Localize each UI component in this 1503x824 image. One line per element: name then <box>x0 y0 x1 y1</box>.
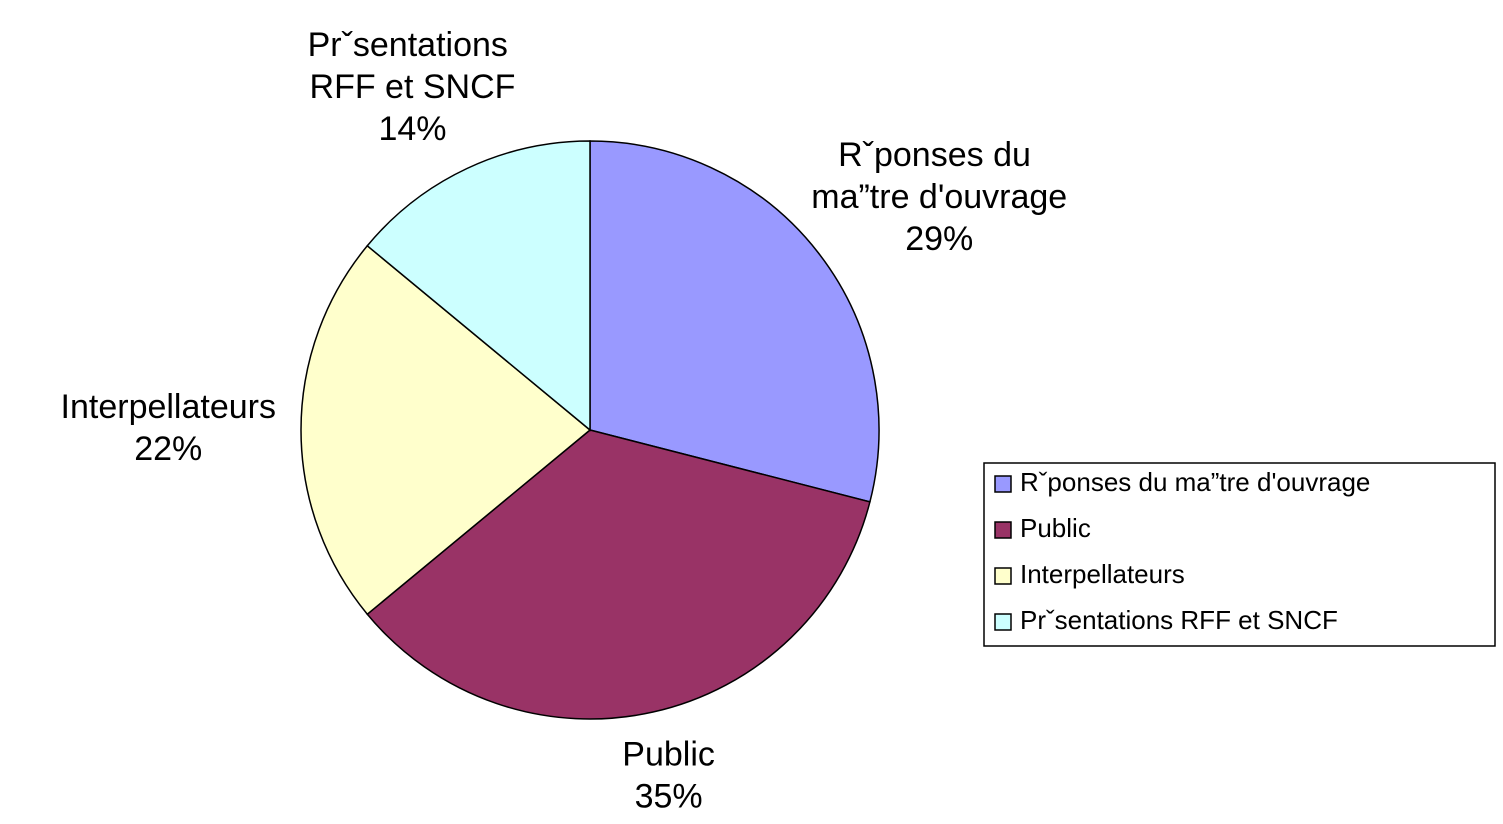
data-label-name: Rˇponses du ma”tre d'ouvrage <box>811 136 1067 216</box>
data-label: Prˇsentations RFF et SNCF 14% <box>308 26 518 148</box>
data-label: Public 35% <box>622 735 715 815</box>
data-label-value: 22% <box>134 430 202 468</box>
data-label-value: 29% <box>905 220 973 258</box>
legend-swatch <box>994 521 1012 539</box>
data-label-name: Prˇsentations RFF et SNCF <box>308 26 518 106</box>
data-label-name: Interpellateurs <box>61 388 276 426</box>
legend-label: Interpellateurs <box>1020 559 1185 589</box>
pie-slice <box>366 429 871 720</box>
data-label-value: 35% <box>635 777 703 815</box>
legend-swatch <box>994 567 1012 585</box>
legend-swatch <box>994 475 1012 493</box>
data-label-value: 14% <box>378 110 446 148</box>
pie-slice <box>366 140 591 432</box>
legend-label: Prˇsentations RFF et SNCF <box>1020 605 1338 635</box>
legend-swatch <box>994 613 1012 631</box>
data-label: Rˇponses du ma”tre d'ouvrage 29% <box>811 136 1067 258</box>
legend-label: Rˇponses du ma”tre d'ouvrage <box>1020 467 1370 497</box>
data-label: Interpellateurs 22% <box>61 388 276 468</box>
pie-slice <box>300 244 592 616</box>
legend-label: Public <box>1020 513 1091 543</box>
pie-slice <box>589 140 880 503</box>
legend-box <box>983 462 1496 647</box>
data-label-name: Public <box>622 735 715 773</box>
